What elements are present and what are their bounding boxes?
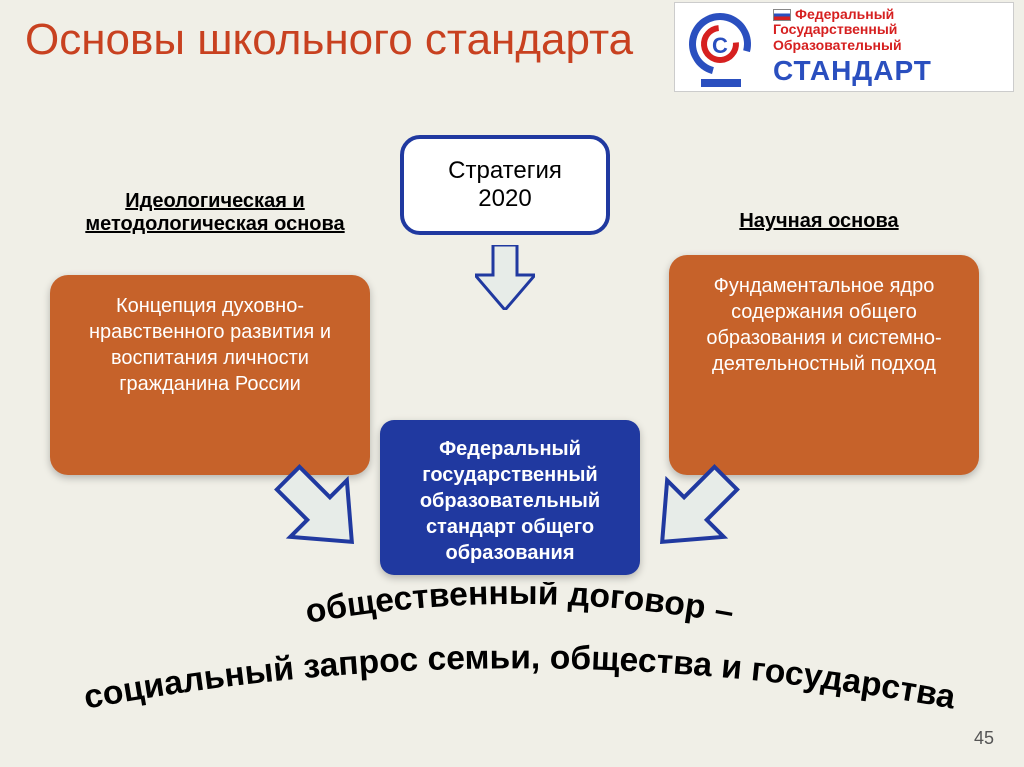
logo-block: C Федеральный Государственный Образовате…	[674, 2, 1014, 92]
logo-big: СТАНДАРТ	[773, 55, 1013, 87]
core-box: Фундаментальное ядро содержания общего о…	[669, 255, 979, 475]
page-number: 45	[974, 728, 994, 749]
logo-line2: Государственный	[773, 22, 1013, 37]
curved-text: общественный договор – социальный запрос…	[40, 582, 990, 722]
arrow-down-right-icon	[270, 460, 370, 560]
slide-title: Основы школьного стандарта	[25, 15, 633, 66]
logo-mark-icon: C	[683, 7, 763, 87]
curved-bottom-text: социальный запрос семьи, общества и госу…	[81, 639, 958, 716]
arrow-down-icon	[475, 245, 535, 310]
curved-top-text: общественный договор –	[303, 582, 737, 631]
svg-text:социальный запрос семьи, общес: социальный запрос семьи, общества и госу…	[81, 639, 958, 716]
heading-scientific: Научная основа	[689, 210, 949, 233]
logo-line3: Образовательный	[773, 38, 1013, 53]
logo-text: Федеральный Государственный Образователь…	[763, 7, 1013, 87]
strategy-box: Стратегия 2020	[400, 135, 610, 235]
arrow-down-left-icon	[644, 460, 744, 560]
flag-icon	[773, 9, 791, 21]
heading-ideological: Идеологическая и методологическая основа	[85, 190, 345, 236]
standard-box: Федеральный государственный образователь…	[380, 420, 640, 575]
svg-text:общественный договор –: общественный договор –	[303, 582, 737, 631]
concept-box: Концепция духовно-нравственного развития…	[50, 275, 370, 475]
logo-line1: Федеральный	[795, 6, 894, 22]
